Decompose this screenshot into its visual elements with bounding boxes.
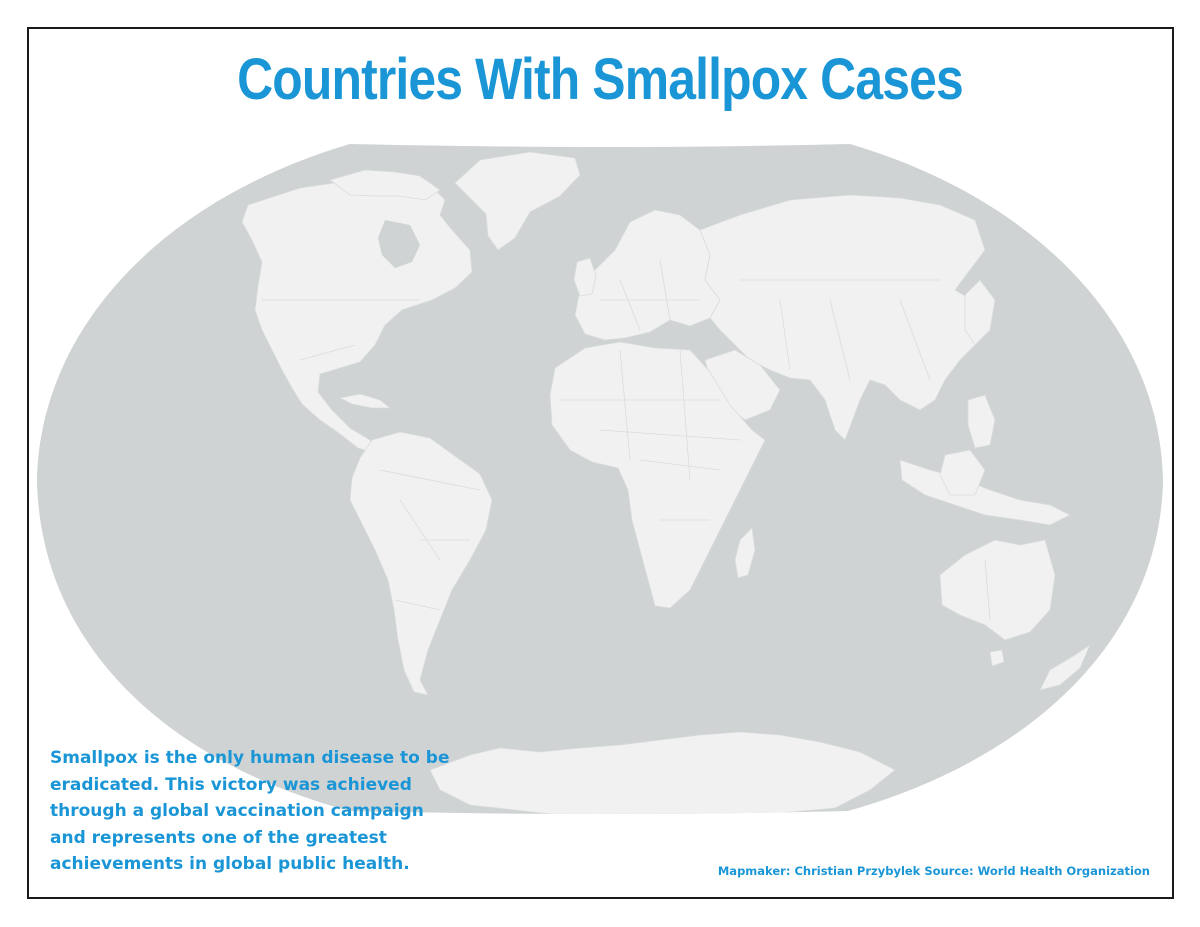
land-south-america [349, 431, 493, 696]
map-title: Countries With Smallpox Cases [237, 47, 964, 112]
land-philippines [967, 394, 996, 449]
credit-text: Mapmaker: Christian Przybylek Source: Wo… [717, 864, 1150, 878]
description-text: Smallpox is the only human disease to be… [50, 745, 490, 878]
description-line: Smallpox is the only human disease to be [50, 748, 450, 768]
land-arctic-islands [329, 169, 441, 201]
land-uk [573, 257, 597, 297]
description-line: and represents one of the greatest [50, 827, 387, 848]
land-antarctica [429, 731, 896, 814]
land-new-zealand [1039, 643, 1091, 691]
description-line: eradicated. This victory was achieved [50, 774, 412, 795]
land-madagascar [734, 527, 756, 579]
hudson-bay [378, 220, 420, 268]
land-cuba [338, 393, 392, 409]
land-greenland [454, 151, 581, 251]
ocean [37, 144, 1163, 814]
land-japan [964, 279, 996, 346]
land-borneo [939, 449, 986, 496]
description-line: through a global vaccination campaign [50, 801, 424, 821]
land-tasmania [989, 649, 1005, 667]
country-borders [262, 259, 991, 621]
land-australia [939, 539, 1056, 641]
land-asia [699, 194, 986, 441]
land-africa [549, 341, 766, 609]
description-line: achievements in global public health. [50, 854, 410, 874]
